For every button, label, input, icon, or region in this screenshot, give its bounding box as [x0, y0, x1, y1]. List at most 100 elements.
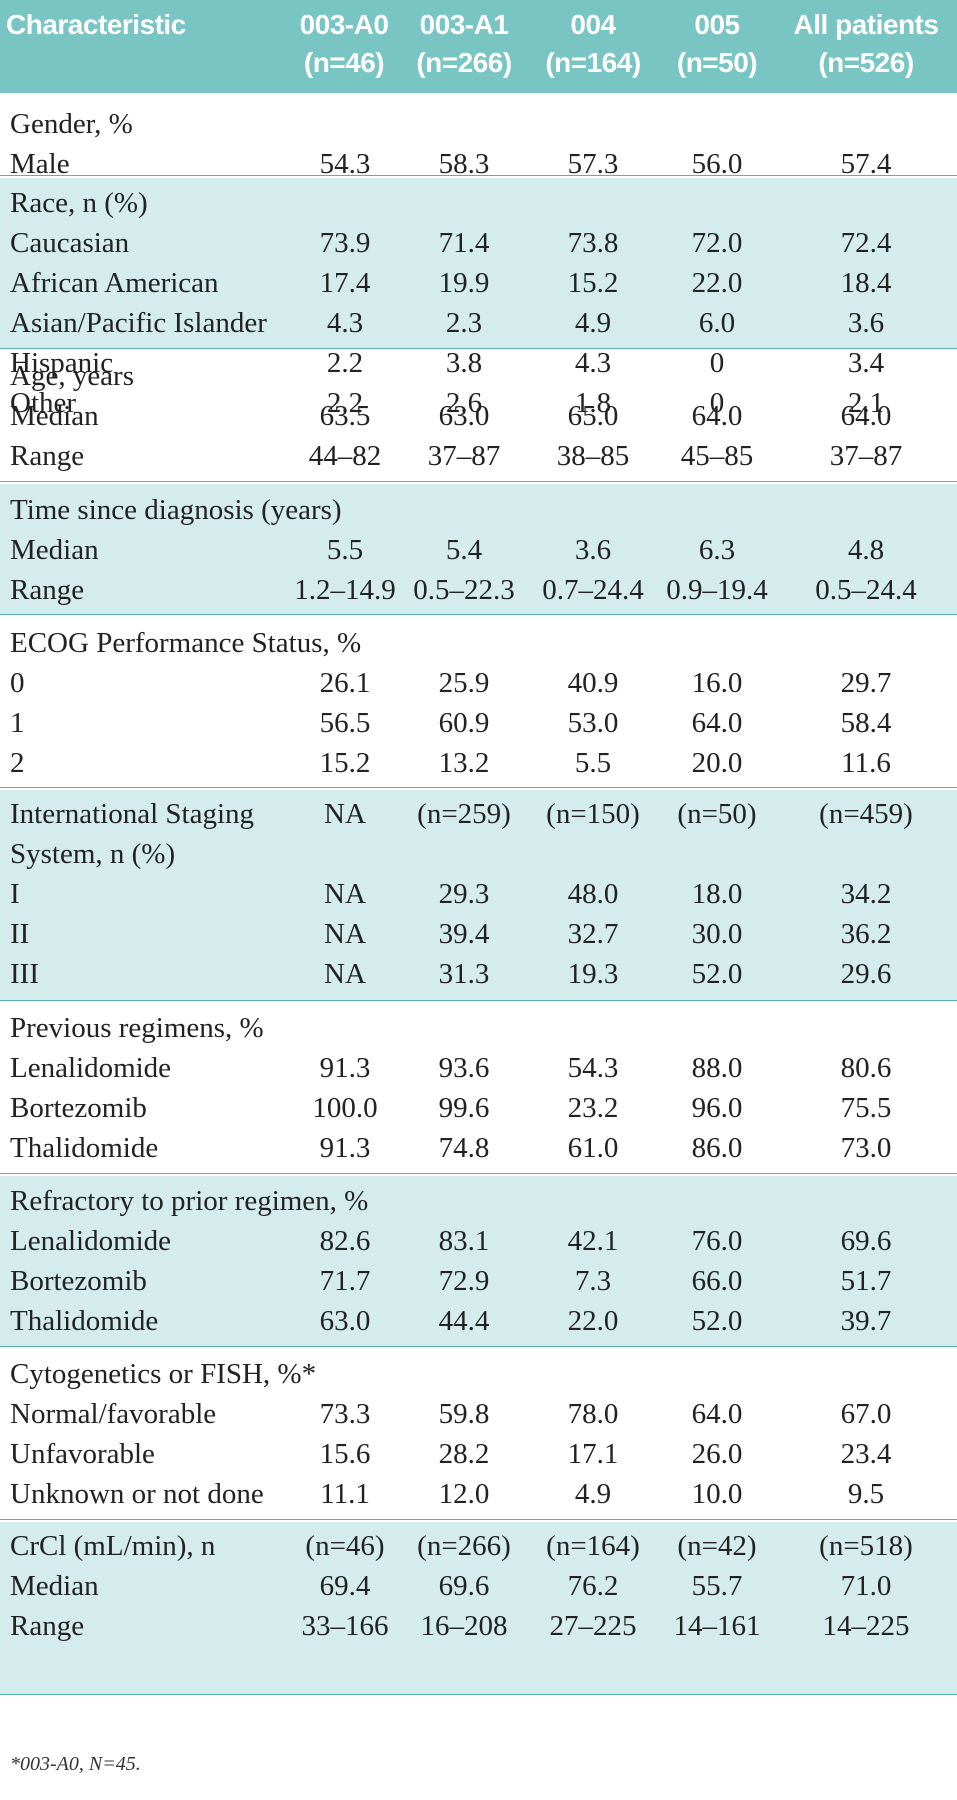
table-cell: 2.6 [445, 387, 483, 419]
table-cell: 39.7 [840, 1305, 892, 1337]
table-cell: 45–85 [680, 440, 754, 472]
table-cell: 96.0 [691, 1092, 743, 1124]
row-label: International Staging [10, 798, 255, 830]
table-cell: 37–87 [427, 440, 501, 472]
row-label: Bortezomib [10, 1092, 147, 1124]
header-col-n: (n=50) [676, 47, 758, 78]
section-heading: System, n (%) [10, 838, 176, 870]
table-row: Race, n (%) [0, 183, 957, 223]
table-section: Cytogenetics or FISH, %* Normal/favorable… [0, 1349, 957, 1520]
table-cell: (n=46) [305, 1530, 385, 1562]
table-cell: 54.3 [319, 148, 371, 180]
row-label: Normal/favorable [10, 1398, 217, 1430]
table-cell: 71.7 [319, 1265, 371, 1297]
table-cell: 4.9 [574, 1478, 612, 1510]
table-row: Male 54.3 58.3 57.3 56.0 57.4 [0, 144, 957, 184]
table-cell: 73.9 [319, 227, 371, 259]
table-cell: 31.3 [438, 958, 490, 990]
table-cell: 5.4 [445, 534, 483, 566]
table-cell: 19.3 [567, 958, 619, 990]
row-label: III [10, 958, 39, 990]
table-cell: 11.1 [320, 1478, 370, 1510]
table-cell: 25.9 [438, 667, 490, 699]
header-col-003-a1: 003-A1 (n=266) [403, 6, 525, 82]
table-cell: 22.0 [691, 267, 743, 299]
table-cell: 88.0 [691, 1052, 743, 1084]
table-cell: 2.2 [326, 387, 364, 419]
table-cell: 64.0 [691, 400, 743, 432]
table-cell: 52.0 [691, 1305, 743, 1337]
table-cell: 44.4 [438, 1305, 490, 1337]
table-cell: 4.9 [574, 307, 612, 339]
table-cell: (n=150) [546, 798, 640, 830]
table-cell: 82.6 [319, 1225, 371, 1257]
table-row: Hispanic 2.2 3.8 4.3 0 3.4 [0, 343, 957, 383]
table-cell: NA [324, 918, 366, 950]
section-heading: Cytogenetics or FISH, %* [10, 1358, 317, 1390]
table-cell: 100.0 [312, 1092, 378, 1124]
table-cell: 91.3 [319, 1052, 371, 1084]
table-cell: 59.8 [438, 1398, 490, 1430]
table-cell: 2.1 [847, 387, 885, 419]
table-row: Previous regimens, % [0, 1008, 957, 1048]
table-row: Range 33–166 16–208 27–225 14–161 14–225 [0, 1606, 957, 1646]
table-cell: 16.0 [691, 667, 743, 699]
table-cell: 0.5–22.3 [413, 574, 515, 606]
table-cell: 65.0 [567, 400, 619, 432]
table-cell: (n=259) [417, 798, 511, 830]
row-label: Caucasian [10, 227, 130, 259]
table-cell: 63.5 [319, 400, 371, 432]
table-footnote: *003-A0, N=45. [10, 1753, 141, 1775]
table-cell: 58.3 [438, 148, 490, 180]
table-cell: NA [324, 798, 366, 830]
table-cell: 13.2 [438, 747, 490, 779]
row-label: Hispanic [10, 347, 114, 379]
table-cell: 3.8 [445, 347, 483, 379]
table-row: Asian/Pacific Islander 4.3 2.3 4.9 6.0 3.6 [0, 303, 957, 343]
table-cell: 48.0 [567, 878, 619, 910]
row-label: Bortezomib [10, 1265, 147, 1297]
table-row: Median 63.5 63.0 65.0 64.0 64.0 [0, 396, 957, 436]
row-label: II [10, 918, 30, 950]
section-heading: Previous regimens, % [10, 1012, 264, 1044]
row-label: Lenalidomide [10, 1052, 172, 1084]
table-cell: 75.5 [840, 1092, 892, 1124]
table-cell: 9.5 [847, 1478, 885, 1510]
table-row: 0 26.1 25.9 40.9 16.0 29.7 [0, 663, 957, 703]
table-row: Thalidomide 63.0 44.4 22.0 52.0 39.7 [0, 1301, 957, 1341]
table-row: International Staging NA (n=259) (n=150) (n=… [0, 794, 957, 834]
table-row: Unfavorable 15.6 28.2 17.1 26.0 23.4 [0, 1434, 957, 1474]
table-cell: 14–161 [673, 1610, 761, 1642]
table-cell: (n=266) [417, 1530, 511, 1562]
table-cell: 23.2 [567, 1092, 619, 1124]
table-cell: 18.0 [691, 878, 743, 910]
table-cell: 57.3 [567, 148, 619, 180]
table-cell: (n=459) [819, 798, 913, 830]
table-cell: (n=164) [546, 1530, 640, 1562]
table-row: Lenalidomide 82.6 83.1 42.1 76.0 69.6 [0, 1221, 957, 1261]
table-cell: 69.6 [840, 1225, 892, 1257]
table-cell: 4.8 [847, 534, 885, 566]
header-col-name: 005 [694, 9, 740, 40]
header-characteristic: Characteristic [6, 9, 186, 40]
table-cell: 72.9 [438, 1265, 490, 1297]
header-col-all-patients: All patients (n=526) [778, 6, 954, 82]
table-cell: 4.3 [574, 347, 612, 379]
table-section: Race, n (%) Caucasian 73.9 71.4 73.8 72.0 72.4… [0, 178, 957, 419]
section-heading: Gender, % [10, 108, 133, 140]
row-label: Range [10, 574, 85, 606]
table-row: Range 1.2–14.9 0.5–22.3 0.7–24.4 0.9–19.4 0.5… [0, 570, 957, 610]
row-label: Median [10, 400, 99, 432]
table-cell: 99.6 [438, 1092, 490, 1124]
table-header: Characteristic 003-A0 (n=46) 003-A1 (n=2… [0, 0, 957, 93]
table-cell: 23.4 [840, 1438, 892, 1470]
table-cell: 69.4 [319, 1570, 371, 1602]
table-cell: 56.5 [319, 707, 371, 739]
table-cell: 3.4 [847, 347, 885, 379]
table-row: II NA 39.4 32.7 30.0 36.2 [0, 914, 957, 954]
table-cell: 26.1 [319, 667, 371, 699]
table-cell: 32.7 [567, 918, 619, 950]
table-cell: 76.0 [691, 1225, 743, 1257]
table-cell: 42.1 [567, 1225, 619, 1257]
